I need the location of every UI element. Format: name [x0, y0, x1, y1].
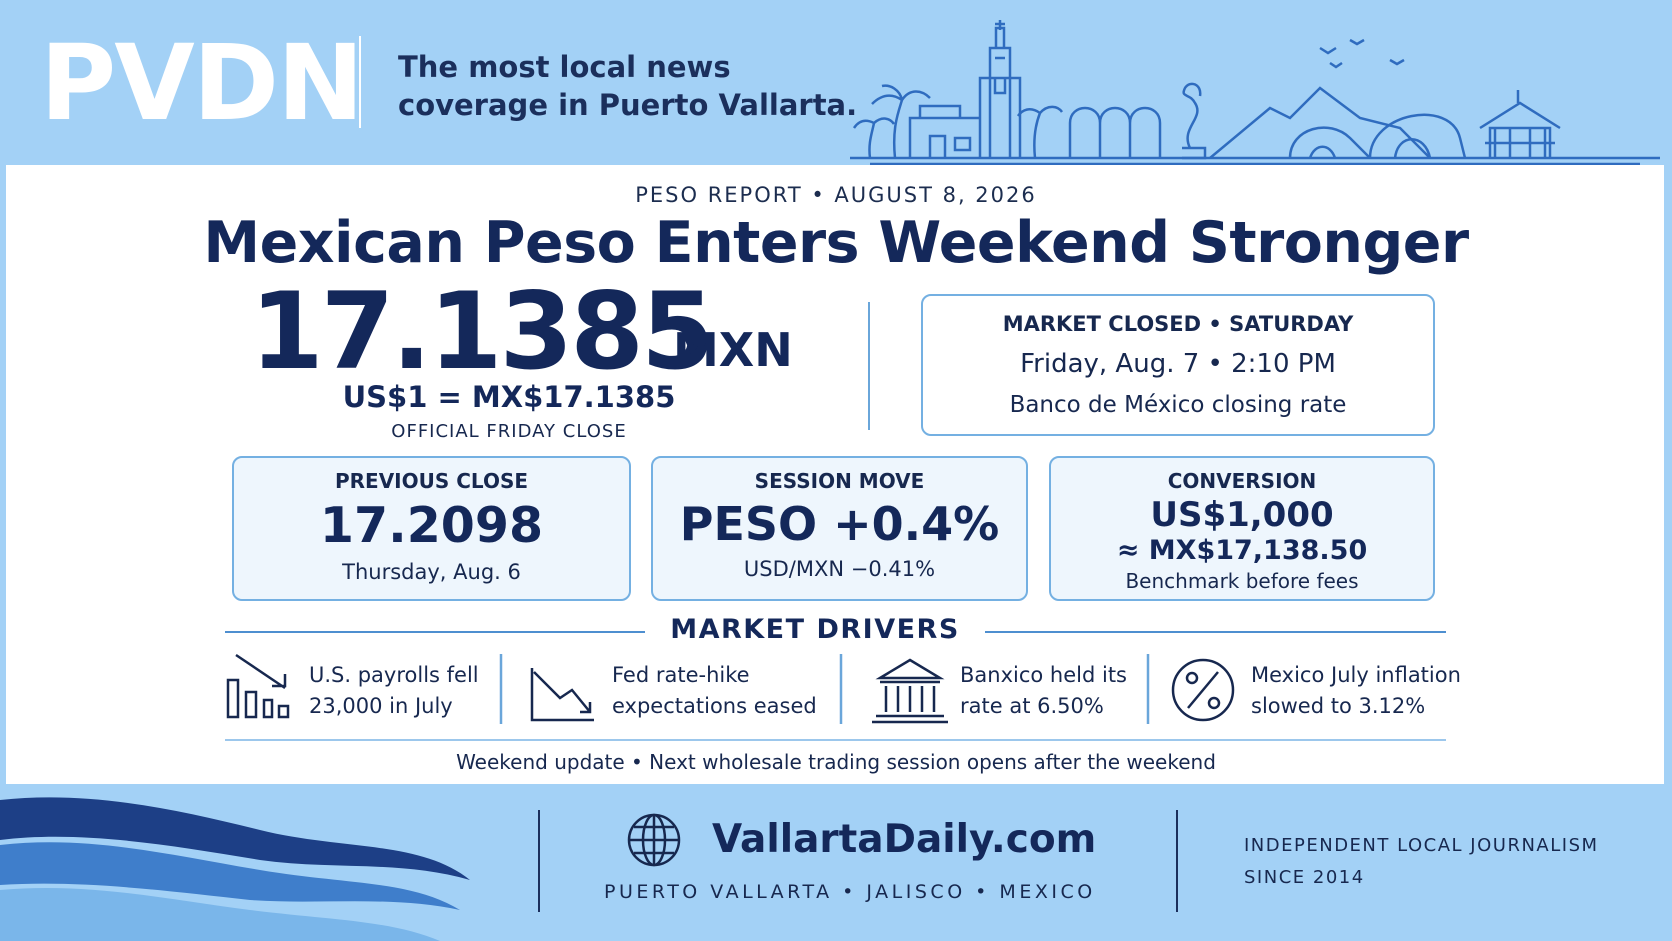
card-label: PREVIOUS CLOSE — [334, 469, 529, 493]
driver-line: rate at 6.50% — [960, 694, 1104, 718]
card-value: US$1,000 — [1150, 495, 1334, 535]
driver-line: U.S. payrolls fell — [309, 663, 479, 687]
driver-line: 23,000 in July — [309, 694, 453, 718]
card-label: CONVERSION — [1167, 469, 1317, 493]
card-label: SESSION MOVE — [754, 469, 925, 493]
driver-line: slowed to 3.12% — [1251, 694, 1426, 718]
card-value-converted: ≈ MX$17,138.50 — [1116, 535, 1368, 566]
driver-line: Banxico held its — [960, 663, 1127, 687]
tagline-line: The most local news — [398, 50, 731, 84]
driver-line: expectations eased — [612, 694, 817, 718]
rule — [225, 631, 645, 633]
headline: Mexican Peso Enters Weekend Stronger — [203, 210, 1469, 276]
driver: U.S. payrolls fell 23,000 in July — [309, 660, 479, 722]
drivers-title: MARKET DRIVERS — [670, 614, 960, 645]
waves — [0, 797, 470, 941]
rule — [225, 739, 1446, 741]
tagline-line: coverage in Puerto Vallarta. — [398, 88, 858, 122]
tagline: The most local news coverage in Puerto V… — [398, 48, 857, 124]
status-title: MARKET CLOSED • SATURDAY — [1002, 312, 1354, 336]
logo: PVDN — [40, 22, 364, 144]
globe-icon — [627, 813, 681, 867]
driver: Fed rate-hike expectations eased — [612, 660, 817, 722]
kicker: PESO REPORT • AUGUST 8, 2026 — [635, 183, 1037, 207]
footer-tagline-line: SINCE 2014 — [1244, 867, 1365, 888]
card — [1049, 456, 1435, 601]
status-time: Friday, Aug. 7 • 2:10 PM — [1020, 349, 1336, 379]
card-value: 17.2098 — [319, 497, 544, 554]
driver-icons — [226, 653, 1235, 724]
location: PUERTO VALLARTA • JALISCO • MEXICO — [604, 881, 1096, 903]
card — [232, 456, 631, 601]
market-status-box — [921, 294, 1435, 436]
card-value: PESO +0.4% — [679, 497, 1000, 551]
card-sub: USD/MXN −0.41% — [743, 557, 936, 581]
driver: Banxico held its rate at 6.50% — [960, 660, 1127, 722]
note: OFFICIAL FRIDAY CLOSE — [391, 421, 627, 442]
rate: 17.1385 — [250, 270, 715, 393]
footer-tagline-line: INDEPENDENT LOCAL JOURNALISM — [1244, 835, 1599, 856]
card-sub: Thursday, Aug. 6 — [342, 560, 521, 584]
divider — [538, 810, 540, 912]
driver-line: Fed rate-hike — [612, 663, 750, 687]
card-sub: Benchmark before fees — [1125, 569, 1359, 593]
rule — [985, 631, 1446, 633]
driver: Mexico July inflation slowed to 3.12% — [1251, 660, 1461, 722]
footnote: Weekend update • Next wholesale trading … — [456, 750, 1216, 774]
divider — [1176, 810, 1178, 912]
skyline-illustration — [850, 20, 1660, 166]
status-source: Banco de México closing rate — [1009, 392, 1347, 418]
divider — [868, 302, 870, 430]
equation: US$1 = MX$17.1385 — [342, 380, 676, 414]
card — [651, 456, 1028, 601]
divider — [359, 36, 361, 128]
driver-line: Mexico July inflation — [1251, 663, 1461, 687]
footer-tagline: INDEPENDENT LOCAL JOURNALISM SINCE 2014 — [1244, 830, 1599, 894]
site: VallartaDaily.com — [712, 817, 1097, 862]
currency: MXN — [673, 323, 793, 377]
